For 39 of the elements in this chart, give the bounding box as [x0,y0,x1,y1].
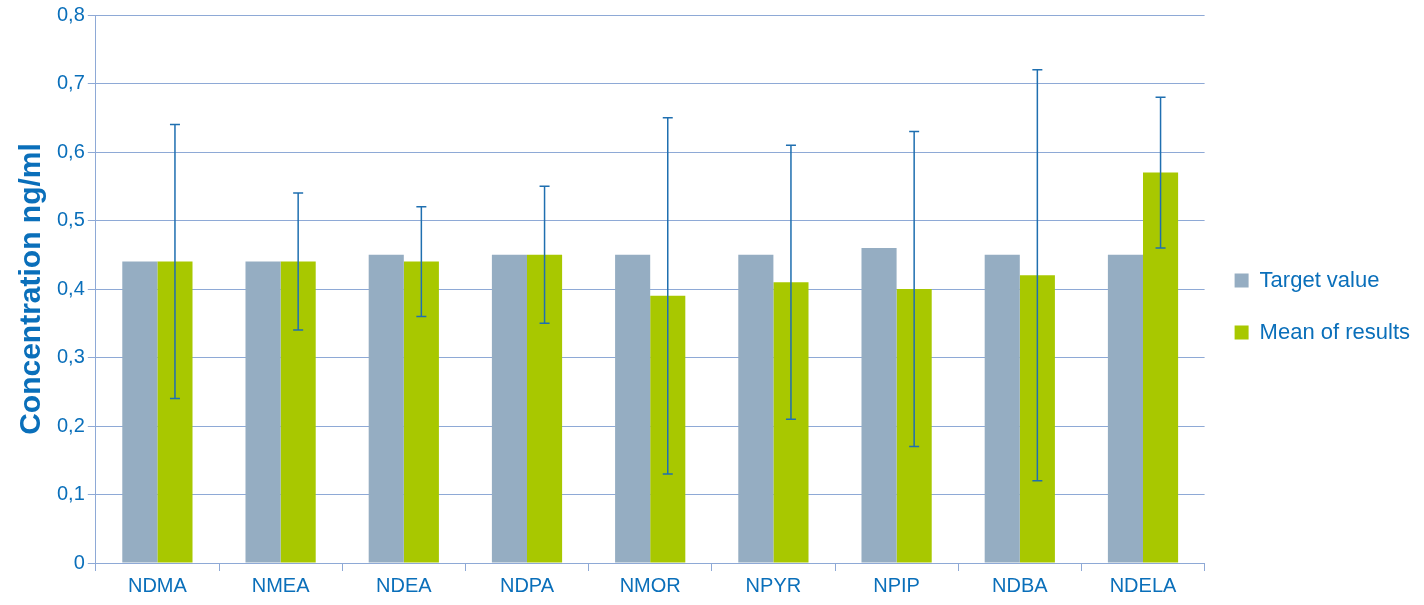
y-tick-label: 0,7 [56,71,85,94]
x-tick-label: NPYR [745,573,802,596]
x-tick-label: NPIP [873,573,920,596]
bar [245,261,281,563]
y-tick-label: 0,6 [56,139,85,162]
bar [984,254,1020,563]
x-tick-label: NDELA [1109,573,1177,596]
bar [615,254,651,563]
x-tick-label: NDMA [127,573,188,596]
x-tick-label: NDBA [992,573,1049,596]
bar [491,254,527,563]
bar [403,261,439,563]
legend-label: Mean of results [1259,318,1410,344]
y-tick-label: 0,8 [56,2,85,25]
bar [650,295,686,563]
bar [157,261,193,563]
bar [738,254,774,563]
bar [122,261,158,563]
bar [1107,254,1143,563]
bar [368,254,404,563]
y-tick-label: 0,3 [56,345,85,368]
x-tick-label: NDEA [376,573,433,596]
y-tick-label: 0,1 [56,482,85,505]
bar [773,282,809,563]
y-axis-title: Concentration ng/ml [13,143,47,435]
bar [861,247,897,563]
bar [280,261,316,563]
bar [896,289,932,563]
bar [1143,172,1179,563]
bar [527,254,563,563]
y-tick-label: 0,4 [56,276,85,299]
x-tick-label: NMOR [619,573,681,596]
y-tick-label: 0,2 [56,413,85,436]
bar [1019,275,1055,563]
y-tick-label: 0 [73,550,85,573]
x-tick-label: NMEA [251,573,311,596]
legend-label: Target value [1259,266,1380,292]
y-tick-label: 0,5 [56,208,85,231]
x-tick-label: NDPA [499,573,555,596]
